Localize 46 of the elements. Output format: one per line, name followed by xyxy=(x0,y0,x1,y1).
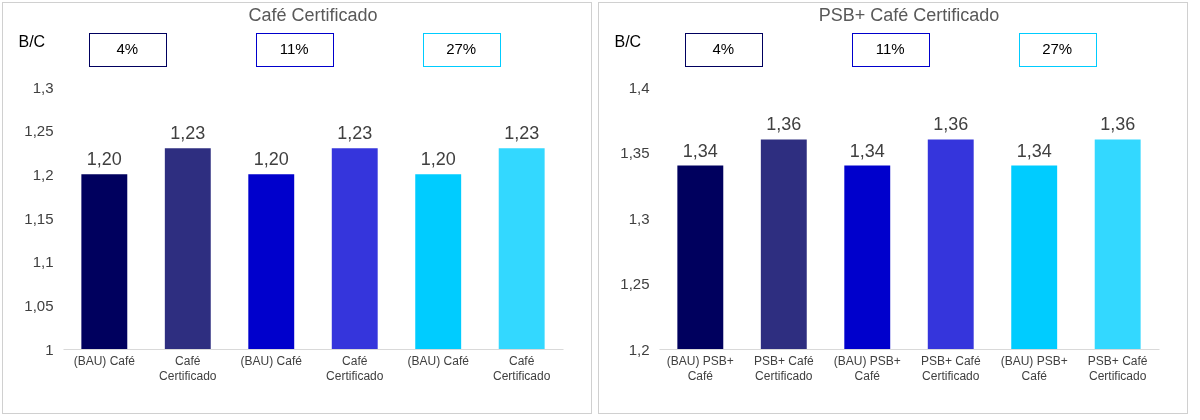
y-tick-label: 1,35 xyxy=(620,144,650,161)
x-tick-label: PSB+ Café Certificado xyxy=(1087,353,1148,383)
x-tick-label: (BAU) PSB+ Café xyxy=(833,353,901,383)
text: 27% xyxy=(446,40,477,57)
text: 27% xyxy=(1042,40,1073,57)
y-tick-label: 1,4 xyxy=(628,78,650,96)
y-tick-label: 1,3 xyxy=(32,78,54,96)
x-tick-label: Café Certificado xyxy=(493,353,551,383)
data-label: 1,34 xyxy=(849,140,885,161)
chart-title: PSB+ Café Certificado xyxy=(818,5,1000,25)
data-label: 1,20 xyxy=(420,149,456,170)
y-tick-label: 1 xyxy=(45,340,54,358)
x-tick-label: (BAU) Café xyxy=(240,353,303,368)
y-tick-label: 1,05 xyxy=(24,296,54,314)
x-tick-label: (BAU) PSB+ Café xyxy=(1000,353,1068,383)
data-label: 1,23 xyxy=(337,123,373,144)
x-tick-label: Café Certificado xyxy=(159,353,217,383)
y-tick-label: 1,1 xyxy=(32,253,54,271)
text: 11% xyxy=(875,40,905,57)
x-tick-label: (BAU) PSB+ Café xyxy=(666,353,734,383)
y-tick-label: 1,15 xyxy=(24,209,54,227)
x-tick-label: PSB+ Café Certificado xyxy=(753,353,814,383)
text: 4% xyxy=(712,40,735,57)
text: 11% xyxy=(279,40,309,57)
data-label: 1,34 xyxy=(1016,140,1052,161)
data-label: 1,34 xyxy=(682,140,718,161)
y-tick-label: 1,25 xyxy=(620,275,650,292)
data-label: 1,36 xyxy=(1100,114,1136,135)
data-label: 1,36 xyxy=(933,114,969,135)
x-tick-label: (BAU) Café xyxy=(73,353,136,368)
y-axis-title: B/C xyxy=(18,32,46,50)
y-tick-label: 1,2 xyxy=(628,340,650,358)
x-tick-label: (BAU) Café xyxy=(407,353,470,368)
data-label: 1,36 xyxy=(766,114,802,135)
data-label: 1,23 xyxy=(504,123,540,144)
y-tick-label: 1,3 xyxy=(628,209,650,227)
text: 4% xyxy=(116,40,139,57)
y-tick-label: 1,25 xyxy=(24,122,54,140)
y-axis-title: B/C xyxy=(614,32,642,50)
x-tick-label: PSB+ Café Certificado xyxy=(920,353,981,383)
data-label: 1,20 xyxy=(86,149,122,170)
y-tick-label: 1,2 xyxy=(32,165,54,183)
data-label: 1,20 xyxy=(253,149,289,170)
data-label: 1,23 xyxy=(170,123,206,144)
x-tick-label: Café Certificado xyxy=(326,353,384,383)
chart-title: Café Certificado xyxy=(248,5,378,25)
